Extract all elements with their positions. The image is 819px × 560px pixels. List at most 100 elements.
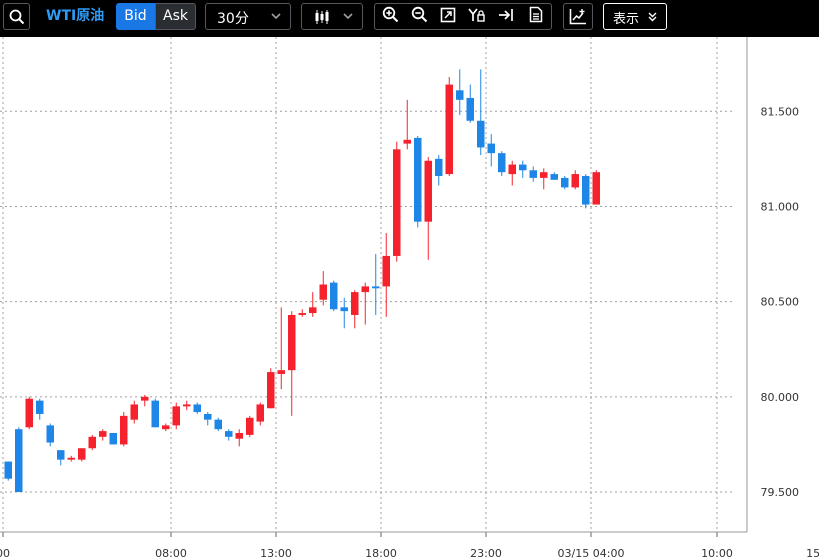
instrument-title[interactable]: WTI原油 — [46, 8, 105, 24]
candle — [519, 160, 527, 178]
candle — [288, 311, 296, 416]
interval-dropdown[interactable]: 30分 — [205, 3, 291, 30]
candle — [309, 292, 317, 317]
candle — [172, 402, 180, 430]
candle — [36, 398, 44, 420]
chart-style-dropdown[interactable] — [301, 3, 363, 30]
candle — [414, 136, 422, 228]
scroll-latest-icon — [498, 7, 514, 27]
candle-body — [382, 255, 390, 287]
candle-body — [487, 143, 495, 154]
candle-body — [267, 372, 275, 409]
candle-body — [508, 164, 516, 175]
candle-body — [120, 415, 128, 445]
candle-body — [477, 120, 485, 148]
candle-body — [288, 314, 296, 371]
zoom-out-button[interactable] — [406, 4, 432, 29]
chart-toolbar: WTI原油 Bid Ask 30分 — [0, 0, 819, 37]
candle — [382, 233, 390, 317]
candle — [256, 402, 264, 426]
candle — [361, 282, 369, 325]
candle — [67, 455, 75, 462]
candle — [225, 429, 233, 441]
candle — [57, 450, 65, 466]
display-menu-button[interactable]: 表示 — [603, 3, 667, 30]
fit-screen-icon — [440, 7, 456, 27]
price-chart[interactable]: 79.500 80.000 80.500 81.000 81.500 00 08:00 13:… — [0, 37, 819, 560]
candle-body — [130, 404, 138, 420]
candle — [529, 166, 537, 182]
zoom-in-button[interactable] — [377, 4, 403, 29]
search-button[interactable] — [3, 3, 30, 30]
candle — [498, 151, 506, 176]
chevron-down-icon — [271, 13, 281, 20]
x-tick-label: 00 — [0, 547, 10, 560]
x-tick-label: 23:00 — [470, 547, 502, 560]
candle-body — [550, 174, 558, 180]
crosshair-button[interactable] — [464, 4, 490, 29]
candle-body — [424, 160, 432, 222]
candle-body — [340, 307, 348, 312]
document-button[interactable] — [523, 4, 549, 29]
candle — [445, 76, 453, 176]
double-chevron-down-icon — [648, 11, 657, 26]
candle-body — [36, 400, 44, 414]
ask-button[interactable]: Ask — [155, 3, 196, 30]
candle-body — [319, 284, 327, 300]
candle-body — [529, 170, 537, 178]
x-tick-label: 15:00 — [806, 547, 819, 560]
candle-body — [298, 313, 306, 315]
candle — [277, 307, 285, 390]
candle-body — [309, 307, 317, 314]
candle — [487, 134, 495, 167]
candle — [267, 368, 275, 409]
candle-body — [15, 429, 23, 493]
candle-body — [571, 174, 579, 188]
candle-body — [183, 404, 191, 407]
candle-body — [25, 398, 33, 428]
candle-body — [351, 292, 359, 315]
y-tick-label: 80.000 — [761, 391, 800, 404]
candle-body — [225, 431, 233, 437]
candle — [78, 448, 86, 462]
candle — [162, 423, 170, 432]
x-tick-label: 10:00 — [701, 547, 733, 560]
candle — [120, 412, 128, 447]
x-tick-label: 13:00 — [260, 547, 292, 560]
candle-body — [498, 153, 506, 173]
add-indicator-button[interactable] — [563, 3, 593, 30]
candle — [246, 415, 254, 437]
candle — [466, 84, 474, 123]
candle-body — [193, 404, 201, 413]
candle-body — [466, 97, 474, 121]
candle — [561, 175, 569, 190]
candle — [351, 290, 359, 329]
candle — [298, 309, 306, 317]
candle — [151, 398, 159, 428]
candle — [550, 172, 558, 180]
candle — [540, 168, 548, 190]
x-tick-label: 18:00 — [365, 547, 397, 560]
candle-body — [172, 406, 180, 426]
candle-body — [414, 137, 422, 222]
candle-body — [330, 282, 338, 310]
x-tick-label: 08:00 — [155, 547, 187, 560]
zoom-in-icon — [382, 6, 399, 27]
candle-body — [235, 433, 243, 439]
candle — [130, 400, 138, 424]
candle-body — [393, 149, 401, 256]
candle — [46, 423, 54, 447]
scroll-latest-button[interactable] — [493, 4, 519, 29]
candle-body — [141, 396, 149, 401]
candle-body — [540, 172, 548, 178]
bid-button[interactable]: Bid — [116, 3, 155, 30]
candle — [25, 396, 33, 430]
candle — [193, 402, 201, 414]
fit-screen-button[interactable] — [435, 4, 461, 29]
candle — [183, 400, 191, 411]
candle-body — [403, 139, 411, 144]
candle-body — [57, 450, 65, 460]
crosshair-icon — [468, 7, 486, 27]
candle-body — [456, 90, 464, 100]
y-tick-label: 80.500 — [761, 296, 800, 309]
